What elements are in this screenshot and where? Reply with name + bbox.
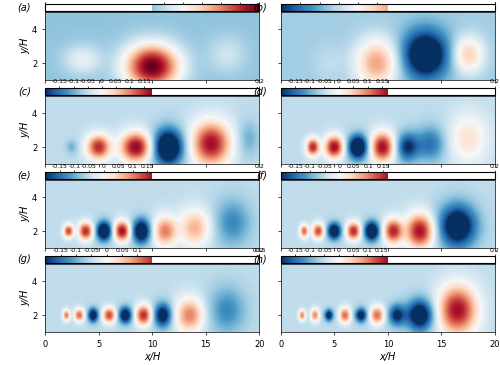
Y-axis label: y/H: y/H <box>20 122 30 138</box>
Y-axis label: y/H: y/H <box>20 290 30 306</box>
Y-axis label: y/H: y/H <box>20 38 30 54</box>
Text: (h): (h) <box>253 254 267 265</box>
Text: (e): (e) <box>18 170 31 180</box>
Text: (d): (d) <box>253 87 267 96</box>
Text: (f): (f) <box>256 170 267 180</box>
Text: (c): (c) <box>18 87 31 96</box>
Text: (b): (b) <box>253 3 267 12</box>
Text: (g): (g) <box>18 254 31 265</box>
Y-axis label: y/H: y/H <box>20 206 30 222</box>
Text: (a): (a) <box>18 3 31 12</box>
X-axis label: x/H: x/H <box>380 351 396 362</box>
X-axis label: x/H: x/H <box>144 351 160 362</box>
